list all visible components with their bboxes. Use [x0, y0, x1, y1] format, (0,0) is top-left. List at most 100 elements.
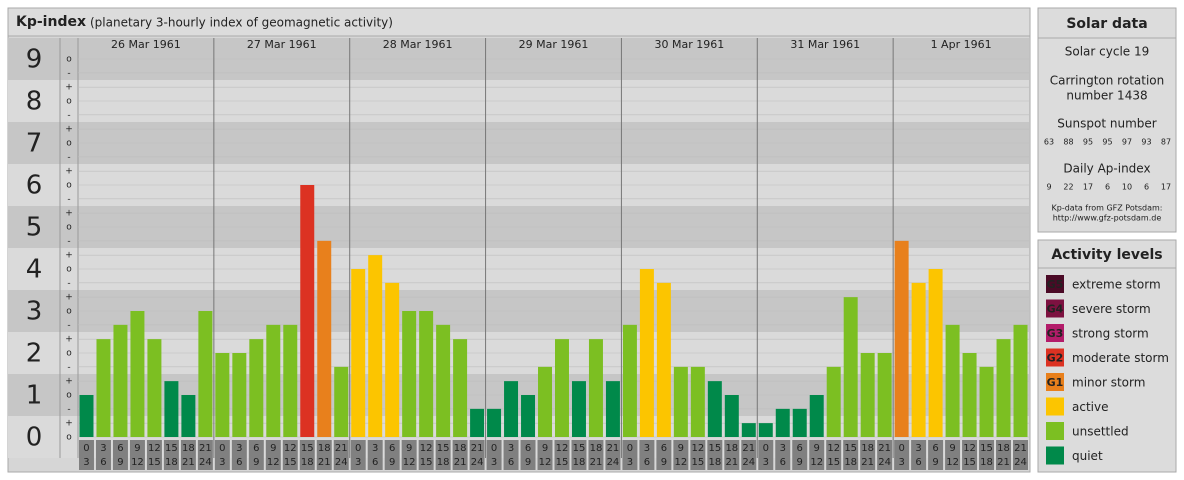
- bar: [232, 353, 247, 437]
- bar: [622, 324, 637, 437]
- slot-box: [197, 440, 213, 470]
- x-tick-label: 15: [573, 443, 586, 454]
- slot-box: [214, 440, 230, 470]
- slot-box: [996, 440, 1012, 470]
- x-tick-label: 6: [932, 443, 938, 454]
- bar: [639, 269, 654, 437]
- x-tick-label: 21: [590, 457, 603, 468]
- y-tick-label: 3: [26, 297, 43, 327]
- x-tick-label: 9: [117, 457, 123, 468]
- slot-box: [452, 440, 468, 470]
- y-minor-label: o: [66, 307, 72, 317]
- y-minor-label: -: [67, 68, 70, 78]
- bar: [979, 366, 994, 437]
- x-tick-label: 3: [508, 443, 514, 454]
- y-minor-label: -: [67, 404, 70, 414]
- bar: [945, 324, 960, 437]
- slot-box: [962, 440, 978, 470]
- x-tick-label: 0: [763, 443, 769, 454]
- sunspot-value: 95: [1102, 138, 1112, 147]
- bar: [249, 339, 264, 437]
- bar: [707, 381, 722, 437]
- x-tick-label: 3: [491, 457, 497, 468]
- y-tick-label: 6: [26, 171, 43, 201]
- day-label: 1 Apr 1961: [931, 38, 992, 51]
- x-tick-label: 9: [270, 443, 276, 454]
- x-tick-label: 6: [797, 443, 803, 454]
- bar: [605, 381, 620, 437]
- slot-box: [401, 440, 417, 470]
- x-tick-label: 21: [861, 457, 874, 468]
- bar: [656, 282, 671, 437]
- bar: [181, 395, 196, 437]
- x-tick-label: 9: [932, 457, 938, 468]
- x-tick-label: 18: [437, 457, 450, 468]
- slot-box: [826, 440, 842, 470]
- x-tick-label: 21: [182, 457, 195, 468]
- bar: [673, 366, 688, 437]
- legend-label: extreme storm: [1072, 278, 1161, 292]
- x-tick-label: 21: [878, 443, 891, 454]
- slot-box: [282, 440, 298, 470]
- x-tick-label: 9: [525, 457, 531, 468]
- legend-swatch: [1046, 373, 1064, 391]
- y-tick-label: 0: [26, 423, 43, 453]
- slot-box: [79, 440, 94, 470]
- slot-box: [112, 440, 128, 470]
- ap-value: 17: [1083, 183, 1093, 192]
- slot-box: [129, 440, 145, 470]
- y-minor-label: +: [65, 125, 73, 135]
- x-tick-label: 6: [372, 457, 378, 468]
- y-minor-label: -: [67, 194, 70, 204]
- bar: [300, 185, 315, 437]
- y-tick-label: 8: [26, 87, 43, 117]
- slot-box: [724, 440, 740, 470]
- ap-value: 6: [1105, 183, 1110, 192]
- slot-box: [656, 440, 672, 470]
- x-tick-label: 21: [199, 443, 212, 454]
- y-tick-label: 2: [26, 339, 43, 369]
- sunspot-value: 87: [1161, 138, 1171, 147]
- y-minor-label: -: [67, 152, 70, 162]
- bar: [351, 269, 366, 437]
- ap-value: 10: [1122, 183, 1132, 192]
- x-tick-label: 0: [627, 443, 633, 454]
- slot-box: [367, 440, 383, 470]
- sunspot-value: 95: [1083, 138, 1093, 147]
- slot-box: [690, 440, 706, 470]
- x-tick-label: 12: [946, 457, 959, 468]
- sunspot-value: 63: [1044, 138, 1054, 147]
- x-tick-label: 12: [284, 443, 297, 454]
- x-tick-label: 3: [100, 443, 106, 454]
- x-tick-label: 12: [556, 443, 569, 454]
- y-minor-label: -: [67, 320, 70, 330]
- bar: [385, 282, 400, 437]
- x-tick-label: 21: [725, 457, 738, 468]
- x-tick-label: 3: [644, 443, 650, 454]
- x-tick-label: 12: [810, 457, 823, 468]
- bar: [504, 381, 519, 437]
- bar: [996, 339, 1011, 437]
- x-tick-label: 12: [963, 443, 976, 454]
- x-tick-label: 12: [539, 457, 552, 468]
- slot-box: [435, 440, 451, 470]
- bar: [877, 353, 892, 437]
- y-minor-label: -: [67, 110, 70, 120]
- bar: [724, 395, 739, 437]
- bar: [368, 255, 383, 437]
- x-tick-label: 21: [318, 457, 331, 468]
- legend-label: moderate storm: [1072, 351, 1169, 365]
- y-tick-label: 7: [26, 129, 43, 159]
- x-tick-label: 9: [134, 443, 140, 454]
- slot-box: [486, 440, 502, 470]
- x-tick-label: 3: [83, 457, 89, 468]
- legend-badge: G1: [1047, 376, 1064, 389]
- x-tick-label: 21: [607, 443, 620, 454]
- x-tick-label: 15: [437, 443, 450, 454]
- x-tick-label: 9: [406, 443, 412, 454]
- sunspot-value: 88: [1063, 138, 1073, 147]
- x-tick-label: 12: [267, 457, 280, 468]
- chart-title: Kp-index: [16, 14, 86, 30]
- slot-box: [163, 440, 179, 470]
- slot-box: [180, 440, 196, 470]
